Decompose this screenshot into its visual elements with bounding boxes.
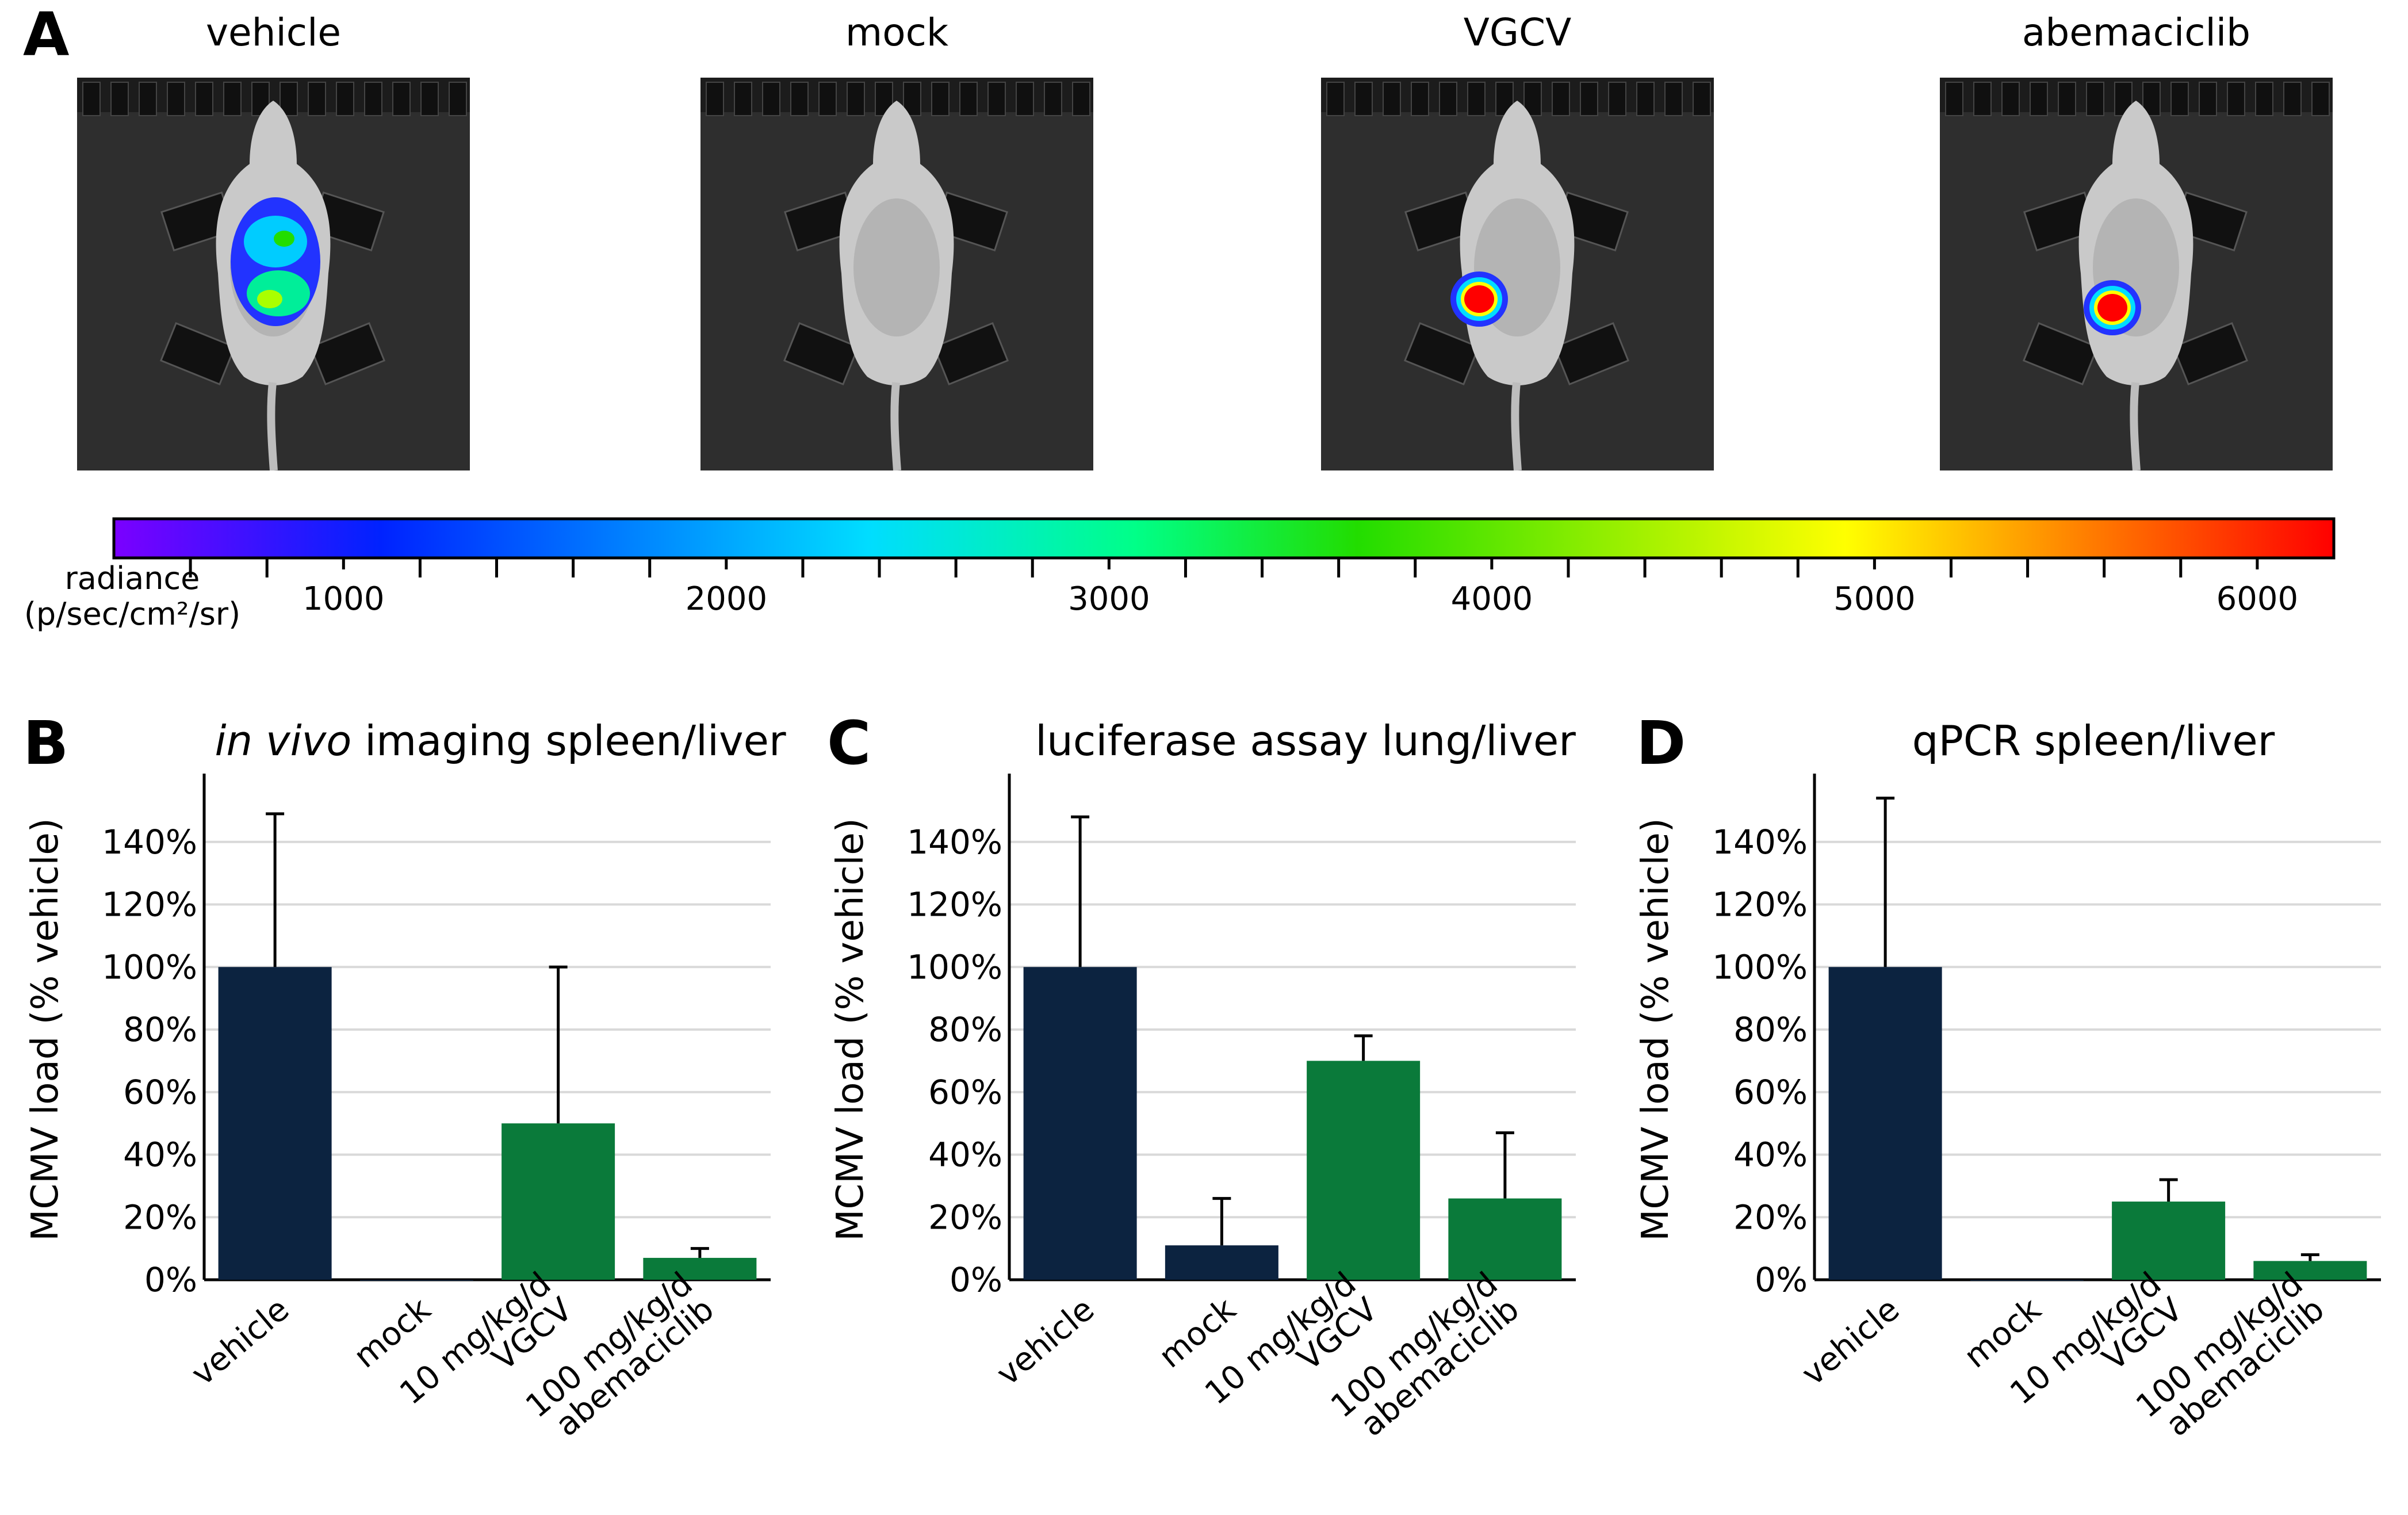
tape bbox=[1553, 322, 1630, 386]
radiance-colorbar: 1000 2000 3000 4000 5000 6000 bbox=[112, 517, 2336, 618]
y-tick-label: 140% bbox=[102, 822, 197, 862]
mouse-body bbox=[839, 101, 954, 470]
mouse-image-vehicle bbox=[77, 78, 470, 470]
bar-chart-d: 0% 20% 40% 60% 80% 100% 120% 140% MCMV load (% v… bbox=[1634, 774, 2381, 1444]
image-title-vgcv: VGCV bbox=[1463, 10, 1572, 55]
y-tick-label: 20% bbox=[123, 1198, 197, 1237]
bar-2 bbox=[2112, 1202, 2226, 1280]
mouse-image-vgcv bbox=[1321, 78, 1714, 470]
colorbar-tick-label: 3000 bbox=[1068, 580, 1150, 618]
colorbar-tick-label: 5000 bbox=[1833, 580, 1916, 618]
x-category-label-0: vehicle bbox=[185, 1291, 297, 1393]
colorbar-tick-label: 2000 bbox=[686, 580, 768, 618]
y-tick-label: 20% bbox=[928, 1198, 1002, 1237]
y-tick-label: 100% bbox=[907, 947, 1002, 986]
mouse-image-abemaciclib bbox=[1940, 78, 2333, 470]
y-tick-label: 100% bbox=[1712, 947, 1808, 986]
bioluminescence-signal bbox=[231, 197, 320, 326]
instrument-rail bbox=[1940, 78, 2333, 116]
panel-b-letter: B bbox=[23, 708, 69, 778]
y-tick-label: 0% bbox=[1755, 1260, 1808, 1299]
bar-1 bbox=[1970, 1280, 2084, 1281]
y-tick-label: 80% bbox=[1733, 1010, 1808, 1049]
colorbar-tick-label: 4000 bbox=[1451, 580, 1533, 618]
chart-d-title-rest: qPCR spleen/liver bbox=[1912, 717, 2275, 765]
chart-d-title: qPCR spleen/liver bbox=[1789, 720, 2398, 762]
chart-c-title: luciferase assay lung/liver bbox=[1001, 720, 1610, 762]
tape bbox=[2172, 322, 2249, 386]
bar-2 bbox=[1307, 1061, 1421, 1280]
y-tick-label: 120% bbox=[102, 885, 197, 924]
y-tick-label: 140% bbox=[907, 822, 1002, 862]
bar-1 bbox=[1165, 1245, 1278, 1280]
chart-b-title: in vivo imaging spleen/liver bbox=[196, 720, 805, 762]
y-tick-label: 80% bbox=[123, 1010, 197, 1049]
image-title-abemaciclib: abemaciclib bbox=[2022, 10, 2251, 55]
x-category-label-line: vehicle bbox=[990, 1291, 1102, 1393]
bar-2 bbox=[501, 1123, 615, 1280]
colorbar-tick-label: 1000 bbox=[303, 580, 385, 618]
y-tick-label: 80% bbox=[928, 1010, 1002, 1049]
x-category-label-line: vehicle bbox=[1795, 1291, 1907, 1393]
bar-0 bbox=[1828, 967, 1942, 1280]
mouse-image-mock bbox=[700, 78, 1093, 470]
y-tick-label: 60% bbox=[1733, 1073, 1808, 1112]
bioluminescence-signal bbox=[1450, 271, 1508, 327]
colorbar-gradient bbox=[112, 517, 2336, 560]
colorbar-tick-label: 6000 bbox=[2216, 580, 2299, 618]
bar-0 bbox=[1023, 967, 1137, 1280]
y-tick-label: 120% bbox=[907, 885, 1002, 924]
x-category-label-0: vehicle bbox=[1795, 1291, 1907, 1393]
y-axis-label: MCMV load (% vehicle) bbox=[24, 818, 67, 1241]
y-tick-label: 20% bbox=[1733, 1198, 1808, 1237]
panel-a-letter: A bbox=[23, 0, 70, 70]
panel-c-letter: C bbox=[827, 708, 871, 778]
tape bbox=[2022, 322, 2099, 386]
bar-chart-b: 0% 20% 40% 60% 80% 100% 120% 140% MCMV load (% v… bbox=[24, 774, 771, 1444]
colorbar-label: radiance (p/sec/cm²/sr) bbox=[12, 560, 253, 633]
bar-3 bbox=[1448, 1198, 1562, 1280]
tape bbox=[159, 322, 236, 386]
colorbar-label-line1: radiance bbox=[64, 560, 200, 596]
bar-chart-c: 0% 20% 40% 60% 80% 100% 120% 140% MCMV load (% v… bbox=[829, 774, 1576, 1444]
bar-0 bbox=[218, 967, 332, 1280]
bar-1 bbox=[359, 1280, 473, 1281]
y-tick-label: 140% bbox=[1712, 822, 1808, 862]
y-tick-label: 120% bbox=[1712, 885, 1808, 924]
tape bbox=[1403, 322, 1480, 386]
tape bbox=[309, 322, 386, 386]
x-category-label-line: vehicle bbox=[185, 1291, 297, 1393]
colorbar-label-line2: (p/sec/cm²/sr) bbox=[24, 596, 241, 633]
chart-b-title-rest: imaging spleen/liver bbox=[351, 717, 786, 765]
instrument-rail bbox=[1321, 78, 1714, 116]
bioluminescence-signal bbox=[2084, 280, 2141, 335]
y-tick-label: 40% bbox=[1733, 1135, 1808, 1174]
panel-d-letter: D bbox=[1636, 708, 1686, 778]
image-title-mock: mock bbox=[845, 10, 949, 55]
y-tick-label: 60% bbox=[123, 1073, 197, 1112]
y-tick-label: 100% bbox=[102, 947, 197, 986]
y-tick-label: 0% bbox=[144, 1260, 197, 1299]
y-axis-label: MCMV load (% vehicle) bbox=[829, 818, 872, 1241]
y-axis-label: MCMV load (% vehicle) bbox=[1634, 818, 1677, 1241]
y-tick-label: 40% bbox=[123, 1135, 197, 1174]
y-tick-label: 40% bbox=[928, 1135, 1002, 1174]
instrument-rail bbox=[77, 78, 470, 116]
image-title-vehicle: vehicle bbox=[205, 10, 342, 55]
y-tick-label: 60% bbox=[928, 1073, 1002, 1112]
y-tick-label: 0% bbox=[950, 1260, 1002, 1299]
tape bbox=[783, 322, 860, 386]
tape bbox=[932, 322, 1009, 386]
x-category-label-0: vehicle bbox=[990, 1291, 1102, 1393]
chart-b-title-italic: in vivo bbox=[215, 717, 352, 765]
bar-3 bbox=[2253, 1261, 2367, 1280]
chart-c-title-rest: luciferase assay lung/liver bbox=[1035, 717, 1576, 765]
bar-3 bbox=[643, 1257, 757, 1280]
